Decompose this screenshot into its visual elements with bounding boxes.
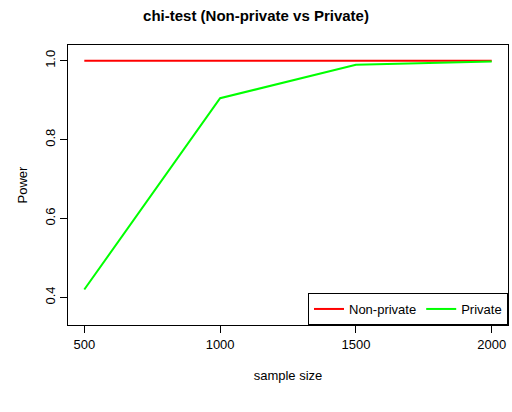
- svg-text:0.6: 0.6: [43, 208, 58, 226]
- svg-text:1000: 1000: [206, 337, 235, 352]
- svg-text:Non-private: Non-private: [349, 302, 416, 317]
- svg-text:500: 500: [73, 337, 95, 352]
- svg-text:1.0: 1.0: [43, 50, 58, 68]
- svg-text:Private: Private: [461, 302, 501, 317]
- svg-text:Power: Power: [15, 166, 30, 204]
- svg-text:sample size: sample size: [254, 368, 323, 383]
- svg-text:1500: 1500: [341, 337, 370, 352]
- svg-text:0.8: 0.8: [43, 129, 58, 147]
- svg-text:chi-test (Non-private vs Priva: chi-test (Non-private vs Private): [143, 7, 369, 24]
- svg-text:0.4: 0.4: [43, 286, 58, 304]
- svg-text:2000: 2000: [477, 337, 506, 352]
